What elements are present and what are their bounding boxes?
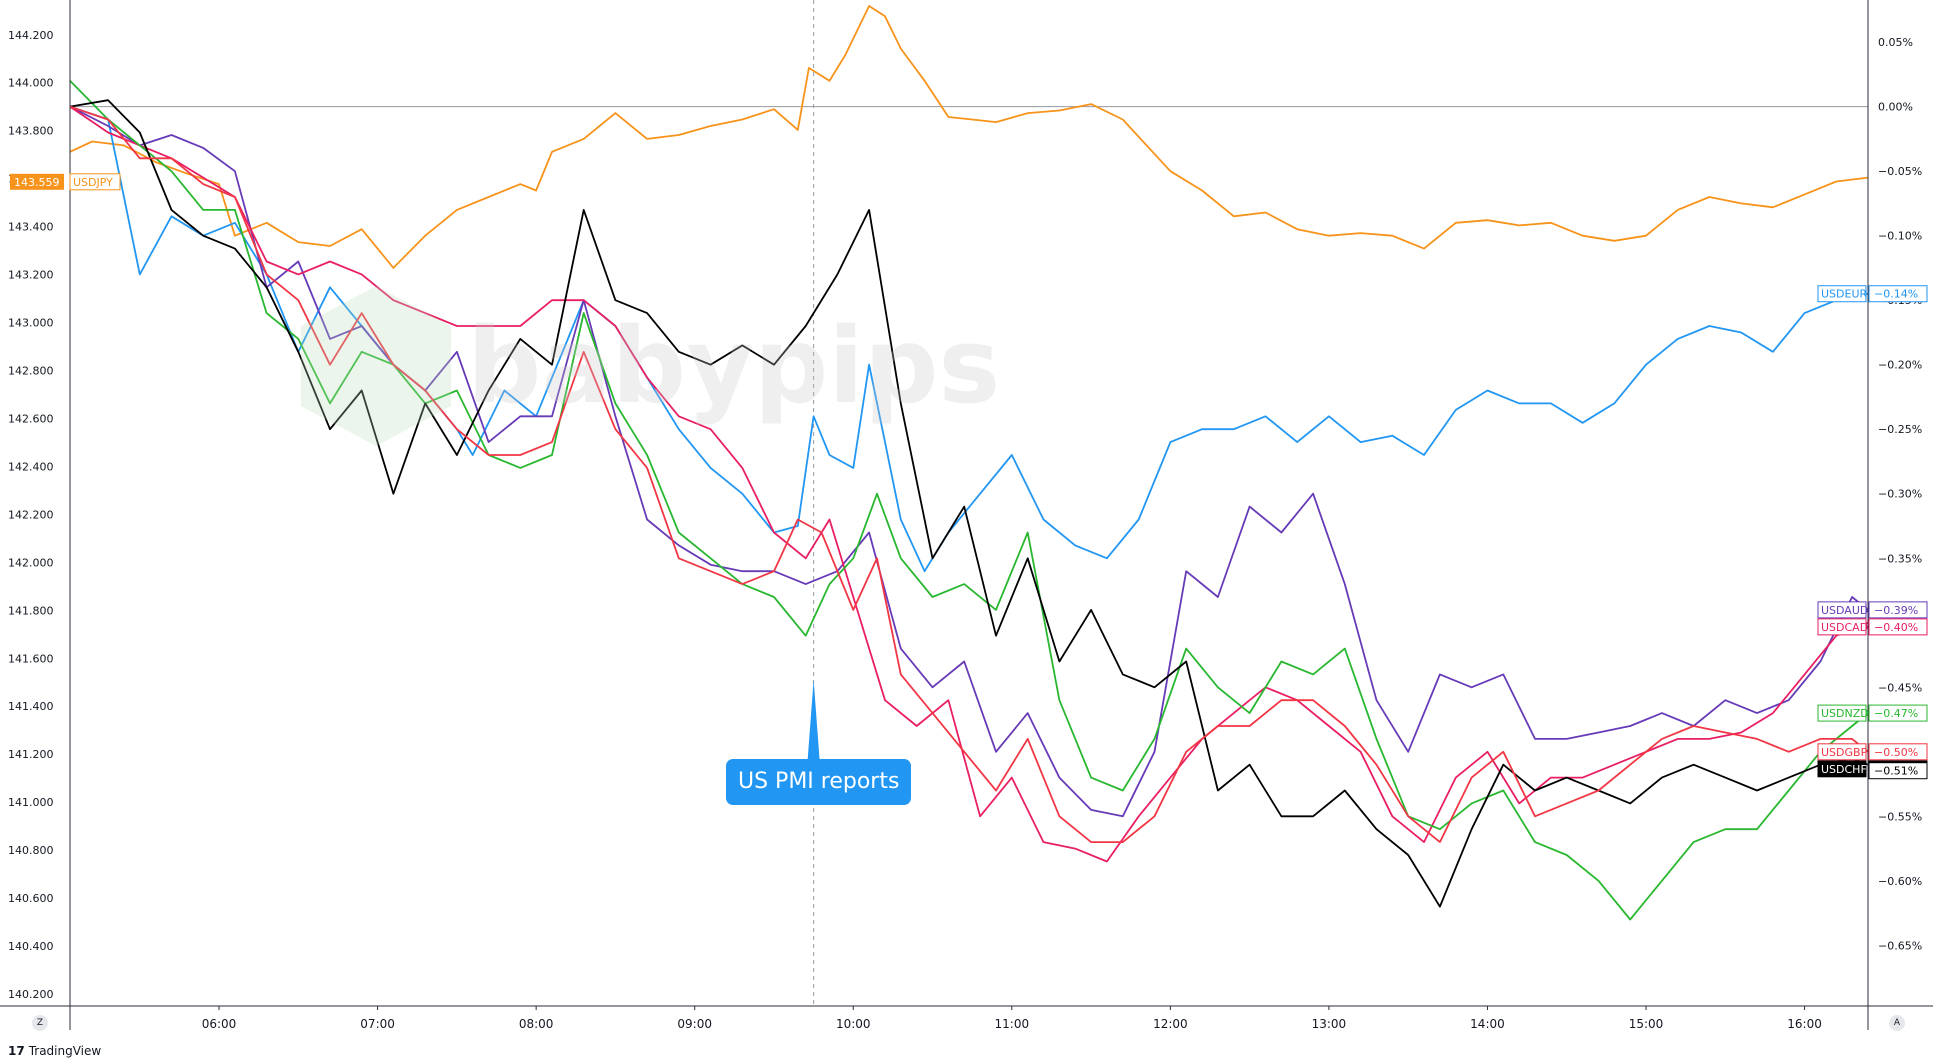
right-tick-label: −0.45% [1878,681,1922,694]
time-tick-label: 06:00 [202,1017,237,1031]
series-name-label: USDAUD [1821,604,1868,617]
series-name-tag-usdaud [1817,601,1867,619]
right-tick-label: −0.05% [1878,165,1922,178]
series-name-tag-usdeur [1817,285,1867,303]
series-value-tag-usdnzd [1868,704,1928,722]
left-tick-label: 141.000 [8,796,54,809]
left-tick-label: 141.200 [8,748,54,761]
right-tick-label: −0.20% [1878,359,1922,372]
time-tick-label: 07:00 [360,1017,395,1031]
left-tick-label: 140.400 [8,940,54,953]
usdjpy-price-label: 143.559 [14,176,60,189]
left-tick-label: 142.000 [8,556,54,569]
series-line-usdaud [69,105,1869,818]
event-annotation: US PMI reports [726,759,912,805]
event-callout-pointer [807,680,820,760]
right-tick-label: 0.00% [1878,101,1913,114]
left-tick-label: 142.400 [8,460,54,473]
series-value-label: −0.40% [1874,621,1918,634]
left-tick-label: 144.000 [8,77,54,90]
left-tick-label: 143.800 [8,125,54,138]
right-tick-label: −0.10% [1878,230,1922,243]
right-tick-label: −0.55% [1878,810,1922,823]
left-tick-label: 143.200 [8,269,54,282]
time-tick-label: 12:00 [1153,1017,1188,1031]
left-tick-label: 144.200 [8,29,54,42]
tag-layer: USDEUR −0.14% USDAUD −0.39% USDCAD −0.40% USDN… [10,173,1928,780]
time-tick-label: 15:00 [1629,1017,1664,1031]
time-tick-label: 10:00 [836,1017,871,1031]
left-tick-label: 141.400 [8,700,54,713]
right-tick-label: −0.35% [1878,552,1922,565]
series-value-tag-usdgbp [1868,743,1928,761]
auto-scale-left-button[interactable]: Z [32,1015,48,1031]
auto-scale-right-button[interactable]: A [1889,1015,1905,1031]
series-value-label: −0.39% [1874,604,1918,617]
right-tick-label: 0.05% [1878,36,1913,49]
series-name-tag-usdgbp [1817,743,1867,761]
left-tick-label: 143.000 [8,317,54,330]
series-line-usdcad [69,105,1869,863]
series-value-label: −0.50% [1874,746,1918,759]
left-tick-label: 140.200 [8,988,54,1001]
usdjpy-price-tag [10,173,64,190]
series-value-label: −0.14% [1874,288,1918,301]
series-value-tag-usdcad [1868,618,1928,636]
tradingview-logo-icon: 17 [8,1044,25,1058]
series-name-tag-usdnzd [1817,704,1867,722]
left-tick-label: 141.800 [8,604,54,617]
series-name-label: USDCAD [1821,621,1868,634]
series-line-usdgbp [69,105,1869,843]
left-tick-label: 140.600 [8,892,54,905]
time-tick-label: 14:00 [1470,1017,1505,1031]
left-tick-label: 142.800 [8,365,54,378]
brand-name: TradingView [28,1044,102,1058]
series-value-tag-usdeur [1868,285,1928,303]
usdjpy-name-tag [69,173,121,191]
usdjpy-name-label: USDJPY [73,176,113,189]
time-tick-label: 09:00 [677,1017,712,1031]
usdchf-secondary-tag [1868,762,1928,780]
series-line-usdeur [69,105,1869,573]
series-line-usdjpy [69,5,1869,269]
series-line-usdchf [69,99,1869,908]
usdchf-secondary-label: −0.51% [1874,765,1918,778]
right-tick-label: −0.60% [1878,875,1922,888]
footer-brand: 17 TradingView [8,1044,101,1058]
series-layer [69,5,1869,921]
left-tick-label: 141.600 [8,652,54,665]
left-tick-label: 142.600 [8,412,54,425]
left-tick-label: 143.400 [8,221,54,234]
right-tick-label: −0.65% [1878,939,1922,952]
series-name-label: USDCHF [1821,763,1867,776]
right-tick-label: −0.30% [1878,488,1922,501]
grid-layer [70,0,1868,1006]
time-tick-label: 16:00 [1787,1017,1822,1031]
series-name-label: USDNZD [1821,707,1869,720]
right-tick-label: −0.25% [1878,423,1922,436]
left-tick-label: 140.800 [8,844,54,857]
series-value-label: −0.47% [1874,707,1918,720]
series-name-tag-usdcad [1817,618,1867,636]
time-tick-label: 08:00 [519,1017,554,1031]
left-tick-label: 142.200 [8,508,54,521]
series-name-label: USDEUR [1821,288,1868,301]
time-tick-label: 11:00 [995,1017,1030,1031]
series-line-usdnzd [69,80,1869,921]
time-tick-label: 13:00 [1312,1017,1347,1031]
series-name-label: USDGBP [1821,746,1868,759]
series-name-tag-usdchf [1817,760,1867,778]
series-value-tag-usdaud [1868,601,1928,619]
